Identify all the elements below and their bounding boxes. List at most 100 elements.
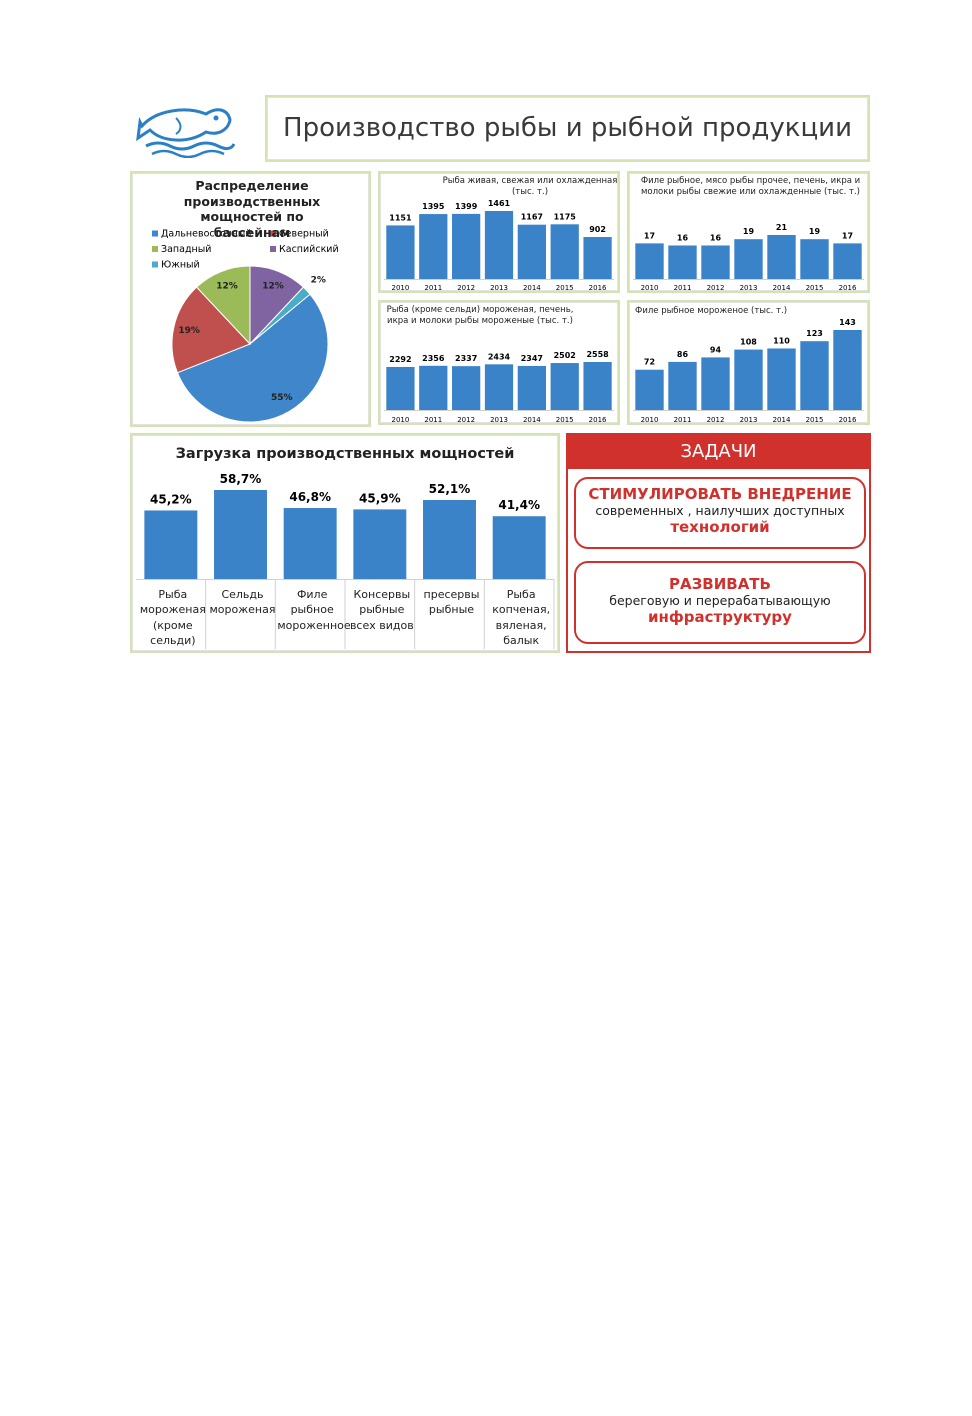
bar: [492, 516, 546, 579]
chart-title: Рыба живая, свежая или охлажденная (тыс.…: [442, 176, 618, 197]
value-label: 86: [677, 350, 689, 359]
bar: [484, 364, 514, 410]
slice-label: 2%: [311, 275, 326, 285]
page-title: Производство рыбы и рыбной продукции: [283, 113, 852, 143]
task-text: современных , наилучших доступных: [595, 503, 845, 518]
bar: [283, 508, 337, 579]
value-label: 2434: [488, 352, 511, 361]
x-tick-label: 2016: [589, 416, 607, 423]
tasks-panel: ЗАДАЧИ СТИМУЛИРОВАТЬ ВНЕДРЕНИЕ современн…: [566, 433, 871, 653]
legend-label: Каспийский: [279, 244, 339, 255]
legend-swatch: [152, 230, 158, 237]
value-label: 2337: [455, 354, 477, 363]
value-label: 108: [740, 338, 757, 347]
value-label: 2356: [422, 354, 445, 363]
chart: 17 2010 16 2011 16 2012 19 2013 21 2014 19 2015 17 20…: [633, 223, 864, 291]
x-tick-label: 2016: [839, 284, 857, 291]
value-label: 19: [743, 227, 755, 236]
bar: [800, 239, 829, 279]
value-label: 46,8%: [289, 490, 331, 504]
chart-panel: 1151 2010 1395 2011 1399 2012 1461 2013 1167 2014…: [378, 171, 620, 293]
x-tick-label: 2010: [641, 416, 659, 423]
pie-slice: [171, 286, 251, 374]
value-label: 1461: [488, 199, 511, 208]
task-box: СТИМУЛИРОВАТЬ ВНЕДРЕНИЕ современных , на…: [574, 477, 866, 549]
chart-title: Распределение производственных мощностей…: [183, 178, 321, 240]
bar: [767, 235, 796, 279]
bar: [833, 330, 862, 410]
value-label: 45,2%: [150, 492, 192, 506]
x-tick-label: 2012: [707, 416, 725, 423]
x-tick-label: пресервы рыбные: [423, 588, 480, 617]
chart-title: Филе рыбное, мясо рыбы прочее, печень, и…: [640, 176, 861, 197]
legend-swatch: [270, 246, 276, 252]
legend-label: Южный: [161, 260, 200, 271]
value-label: 41,4%: [498, 498, 540, 512]
bar: [386, 366, 415, 410]
chart-panel: 17 2010 16 2011 16 2012 19 2013 21 2014 19 2015 17 20…: [627, 171, 870, 293]
chart-panel: 2292 2010 2356 2011 2337 2012 2434 2013 2347 2014…: [378, 300, 620, 425]
task-emphasis: технологий: [670, 518, 770, 536]
x-tick-label: 2014: [773, 284, 791, 291]
value-label: 19: [809, 227, 821, 236]
slice-label: 19%: [178, 326, 200, 336]
x-tick-label: 2012: [457, 284, 475, 291]
x-tick-label: 2011: [674, 416, 692, 423]
value-label: 2347: [521, 354, 543, 363]
bar: [419, 365, 448, 410]
x-tick-label: 2013: [490, 416, 508, 423]
x-tick-label: 2015: [556, 284, 574, 291]
legend-label: Дальневосточный: [161, 229, 251, 240]
chart-title: Рыба (кроме сельди) мороженая, печень, и…: [386, 305, 574, 326]
value-label: 94: [710, 345, 722, 354]
bar: [701, 245, 730, 279]
legend-label: Северный: [279, 229, 329, 240]
value-label: 143: [839, 318, 856, 327]
value-label: 58,7%: [220, 472, 262, 486]
value-label: 2502: [554, 351, 576, 360]
task-box: РАЗВИВАТЬ береговую и перерабатывающую и…: [574, 561, 866, 644]
slice-label: 12%: [262, 281, 284, 291]
value-label: 52,1%: [429, 482, 471, 496]
bar: [800, 341, 829, 410]
task-heading: СТИМУЛИРОВАТЬ ВНЕДРЕНИЕ: [588, 485, 852, 503]
bar: [701, 357, 730, 410]
chart-title: Филе рыбное мороженое (тыс. т.): [635, 306, 788, 316]
chart-panel: 45,2% 58,7% 46,8% 45,9% 52,1% 41,4% Загрузка п…: [130, 433, 560, 653]
bar: [833, 243, 862, 279]
x-tick-label: 2014: [523, 416, 541, 423]
bar: [517, 224, 546, 279]
x-tick-label: 2012: [707, 284, 725, 291]
slice-label: 55%: [271, 393, 293, 403]
value-label: 17: [644, 231, 655, 240]
value-label: 1175: [554, 212, 577, 221]
x-tick-label: 2011: [424, 416, 442, 423]
value-label: 110: [773, 336, 790, 345]
x-tick-label: 2016: [839, 416, 857, 423]
x-tick-label: 2010: [641, 284, 659, 291]
bar: [767, 348, 796, 410]
chart: 2292 2010 2356 2011 2337 2012 2434 2013 2347 2014…: [384, 350, 614, 423]
x-tick-label: 2013: [490, 284, 508, 291]
bar: [419, 214, 448, 279]
bar: [734, 349, 763, 410]
x-tick-label: Рыба мороженая (кроме сельди): [139, 588, 206, 648]
value-label: 45,9%: [359, 491, 401, 505]
task-heading: РАЗВИВАТЬ: [669, 575, 771, 593]
x-tick-label: 2015: [806, 416, 824, 423]
bar: [734, 239, 763, 279]
value-label: 16: [710, 233, 722, 242]
x-tick-label: 2011: [674, 284, 692, 291]
chart: 45,2% 58,7% 46,8% 45,9% 52,1% 41,4%: [136, 472, 555, 649]
chart-title: Загрузка производственных мощностей: [175, 446, 515, 462]
value-label: 17: [842, 231, 853, 240]
legend-label: Западный: [161, 244, 211, 255]
x-tick-label: 2014: [773, 416, 791, 423]
bar: [668, 245, 697, 279]
chart: 72 2010 86 2011 94 2012 108 2013 110 2014 123 2015 1…: [633, 318, 864, 423]
header: Производство рыбы и рыбной продукции: [265, 95, 870, 162]
chart-panel: 72 2010 86 2011 94 2012 108 2013 110 2014 123 2015 1…: [627, 300, 870, 425]
x-tick-label: Консервы рыбные всех видов: [349, 588, 414, 632]
